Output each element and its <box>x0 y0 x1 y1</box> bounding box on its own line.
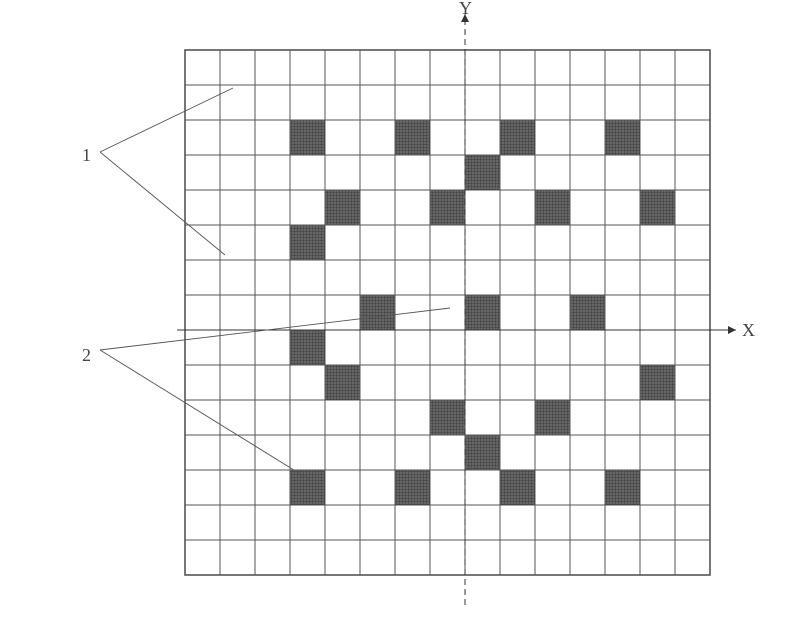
callout-1-label: 1 <box>82 145 91 166</box>
callout-2-label: 2 <box>82 345 91 366</box>
diagram-svg <box>0 0 800 623</box>
diagram-container: Y X 1 2 <box>0 0 800 623</box>
y-axis-label: Y <box>459 0 472 19</box>
x-axis-label: X <box>742 320 755 341</box>
